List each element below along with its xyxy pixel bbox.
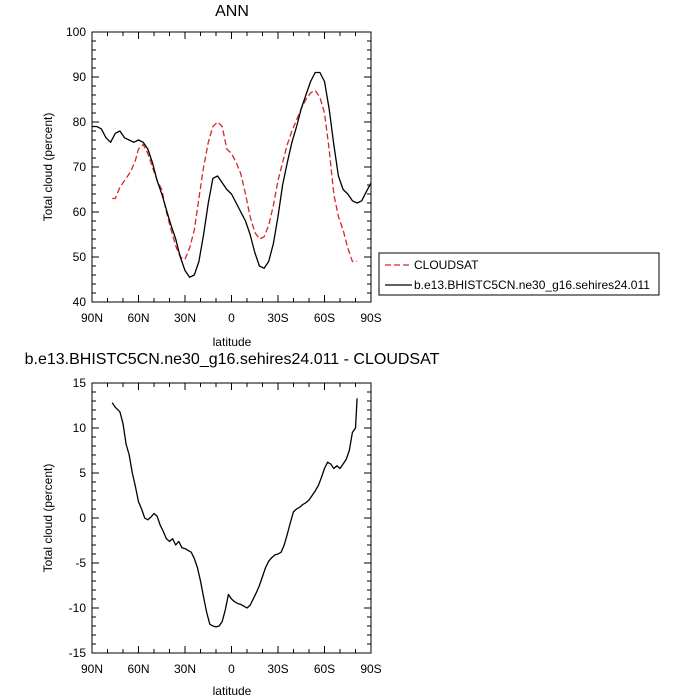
y-axis-label: Total cloud (percent) <box>41 464 55 573</box>
top-chart: ANN Total cloud (percent) latitude 90N 60… <box>41 3 660 349</box>
tick-labels: 90N 60N 30N 0 30S 60S 90S 40 50 60 70 80 90 100 <box>66 25 382 325</box>
x-tick-label: 30N <box>174 311 196 325</box>
y-tick-label: 10 <box>73 421 87 435</box>
plot-frame <box>91 382 372 654</box>
x-tick-label: 90N <box>81 662 103 676</box>
legend-label-model: b.e13.BHISTC5CN.ne30_g16.sehires24.011 <box>414 278 650 292</box>
x-tick-label: 60N <box>127 662 149 676</box>
y-tick-label: 70 <box>73 160 87 174</box>
y-tick-label: 80 <box>73 115 87 129</box>
y-tick-label: 100 <box>66 25 86 39</box>
chart-title: ANN <box>215 3 249 20</box>
x-axis-label: latitude <box>213 684 252 698</box>
series-line-model <box>92 71 372 278</box>
y-tick-label: 90 <box>73 70 87 84</box>
series-lines <box>92 71 372 278</box>
series-line-cloudsat <box>112 89 358 263</box>
x-tick-label: 30N <box>174 662 196 676</box>
x-tick-label: 90S <box>360 311 381 325</box>
x-axis-label: latitude <box>213 335 252 349</box>
y-tick-label: 5 <box>79 466 86 480</box>
x-tick-label: 90N <box>81 311 103 325</box>
y-tick-label: -10 <box>69 601 87 615</box>
tick-marks <box>91 382 372 654</box>
y-tick-label: -5 <box>75 556 86 570</box>
y-axis-label: Total cloud (percent) <box>41 113 55 222</box>
x-tick-label: 60S <box>314 662 335 676</box>
plot-frame <box>91 31 372 303</box>
y-tick-label: 40 <box>73 295 87 309</box>
y-tick-label: -15 <box>69 646 87 660</box>
x-tick-label: 60S <box>314 311 335 325</box>
legend-label-cloudsat: CLOUDSAT <box>414 258 479 272</box>
x-tick-label: 60N <box>127 311 149 325</box>
bottom-chart: b.e13.BHISTC5CN.ne30_g16.sehires24.011 -… <box>25 351 440 698</box>
chart-title: b.e13.BHISTC5CN.ne30_g16.sehires24.011 -… <box>25 351 440 368</box>
y-tick-label: 60 <box>73 205 87 219</box>
tick-marks <box>91 31 372 303</box>
x-tick-label: 90S <box>360 662 381 676</box>
y-tick-label: 0 <box>79 511 86 525</box>
tick-labels: 90N 60N 30N 0 30S 60S 90S -15 -10 -5 0 5 10 15 <box>69 376 382 676</box>
y-tick-label: 50 <box>73 250 87 264</box>
legend: CLOUDSAT b.e13.BHISTC5CN.ne30_g16.sehire… <box>378 252 660 296</box>
x-tick-label: 0 <box>228 662 235 676</box>
x-tick-label: 30S <box>267 311 288 325</box>
x-tick-label: 30S <box>267 662 288 676</box>
series-lines <box>111 398 358 628</box>
series-line-difference <box>111 398 358 628</box>
x-tick-label: 0 <box>228 311 235 325</box>
y-tick-label: 15 <box>73 376 87 390</box>
legend-box <box>378 252 660 296</box>
